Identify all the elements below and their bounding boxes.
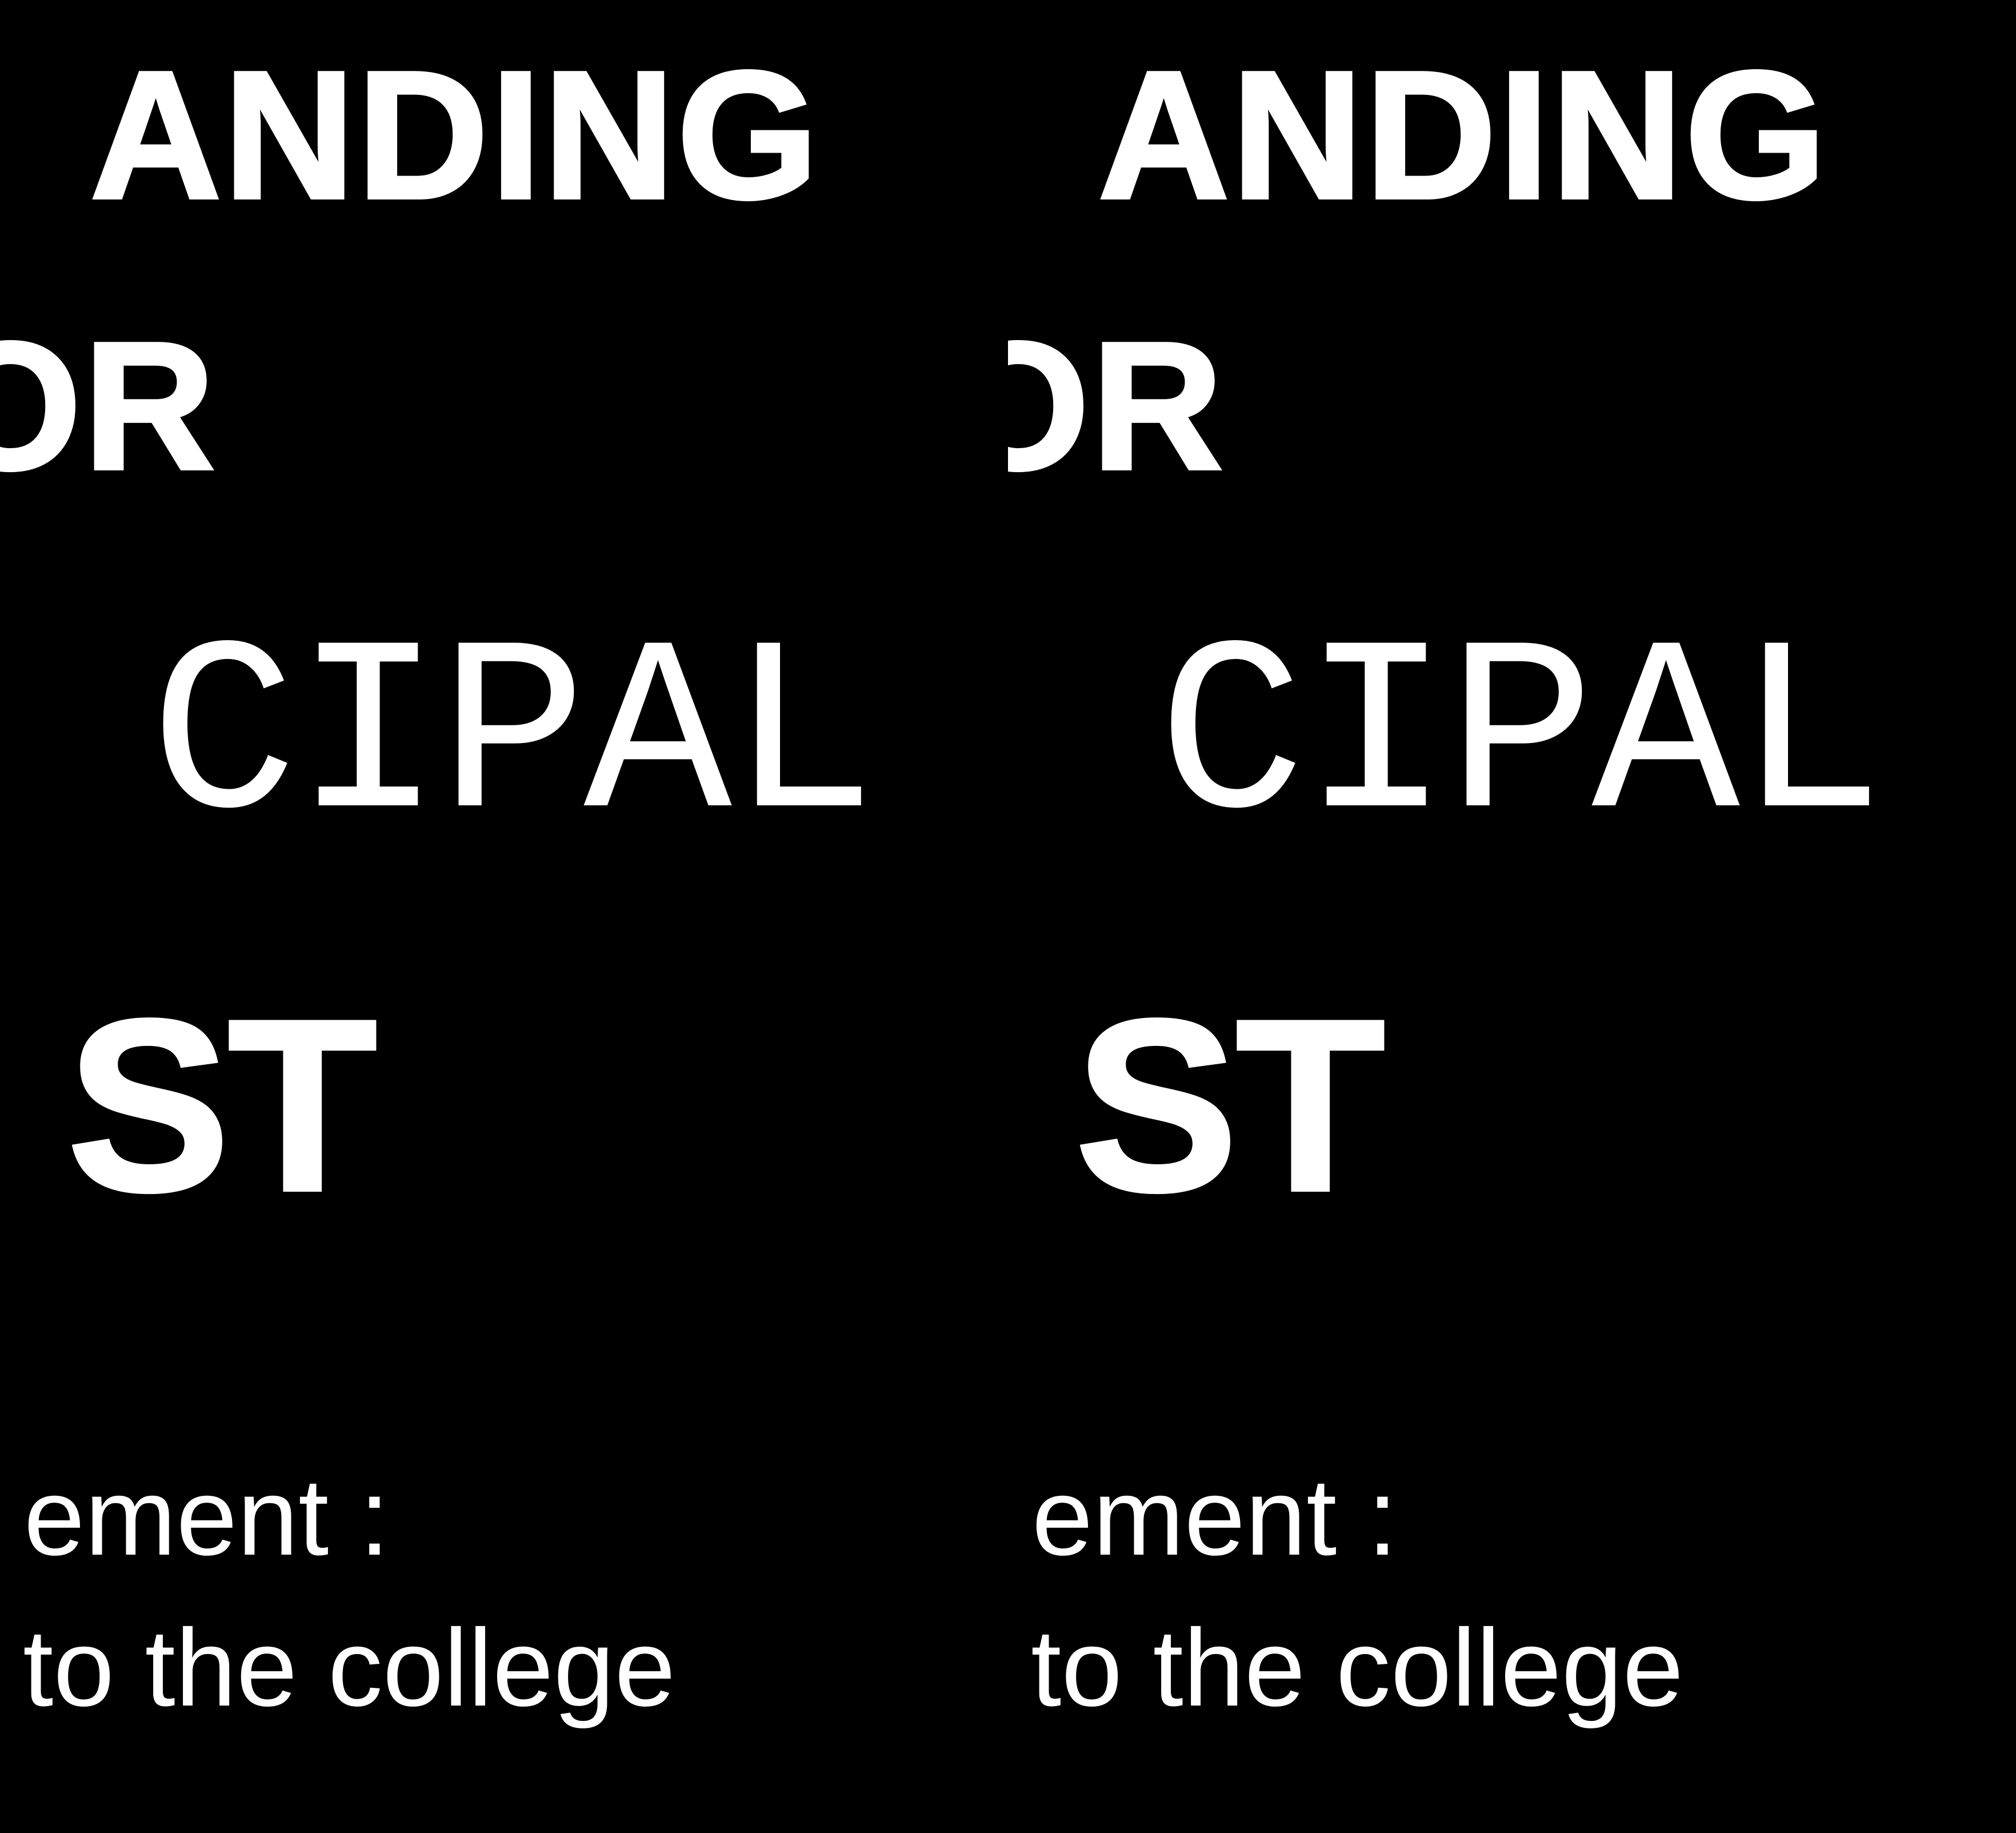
heading-line-3: CIPAL — [1157, 600, 1885, 880]
heading-line-3: CIPAL — [149, 600, 877, 880]
body-line-1: ement : — [23, 1455, 390, 1578]
heading-line-2: OR — [0, 305, 217, 508]
poster-panel-right: ANDING OR CIPAL ST ement : to the colleg… — [1008, 0, 2016, 1833]
heading-line-4: ST — [65, 969, 379, 1242]
heading-line-4: ST — [1073, 969, 1387, 1242]
body-line-1: ement : — [1031, 1455, 1398, 1578]
poster-panel-left: ANDING OR CIPAL ST ement : to the colleg… — [0, 34, 877, 1729]
heading-line-1: ANDING — [1097, 34, 1829, 237]
body-line-2: to the college — [1031, 1606, 1684, 1729]
body-line-2: to the college — [23, 1606, 676, 1729]
heading-line-2: OR — [1008, 305, 1225, 508]
heading-line-1: ANDING — [89, 34, 821, 237]
